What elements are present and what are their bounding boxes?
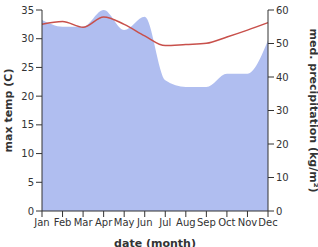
svg-text:30: 30 bbox=[21, 33, 34, 44]
svg-text:max temp (C): max temp (C) bbox=[8, 69, 15, 153]
svg-text:25: 25 bbox=[21, 62, 34, 73]
svg-text:Jan: Jan bbox=[33, 217, 49, 228]
svg-text:60: 60 bbox=[276, 5, 289, 16]
svg-text:Nov: Nov bbox=[238, 217, 258, 228]
svg-text:May: May bbox=[114, 217, 135, 228]
svg-text:Feb: Feb bbox=[54, 217, 72, 228]
svg-text:Sep: Sep bbox=[197, 217, 216, 228]
svg-text:med. precipitation (kg/m²): med. precipitation (kg/m²) bbox=[307, 29, 310, 193]
svg-text:20: 20 bbox=[276, 139, 289, 150]
svg-text:30: 30 bbox=[276, 105, 289, 116]
svg-text:50: 50 bbox=[276, 38, 289, 49]
svg-text:Oct: Oct bbox=[218, 217, 235, 228]
svg-text:15: 15 bbox=[21, 119, 34, 130]
svg-text:10: 10 bbox=[276, 172, 289, 183]
svg-text:Aug: Aug bbox=[176, 217, 196, 228]
svg-text:10: 10 bbox=[21, 148, 34, 159]
svg-text:Jul: Jul bbox=[158, 217, 171, 228]
svg-text:5: 5 bbox=[28, 177, 34, 188]
svg-text:Apr: Apr bbox=[95, 217, 113, 228]
svg-text:date (month): date (month) bbox=[114, 237, 196, 247]
svg-text:0: 0 bbox=[28, 206, 34, 217]
svg-text:0: 0 bbox=[276, 206, 282, 217]
svg-text:20: 20 bbox=[21, 91, 34, 102]
svg-text:Mar: Mar bbox=[74, 217, 94, 228]
svg-text:Jun: Jun bbox=[136, 217, 153, 228]
svg-text:Dec: Dec bbox=[258, 217, 277, 228]
svg-text:35: 35 bbox=[21, 5, 34, 16]
svg-text:40: 40 bbox=[276, 72, 289, 83]
